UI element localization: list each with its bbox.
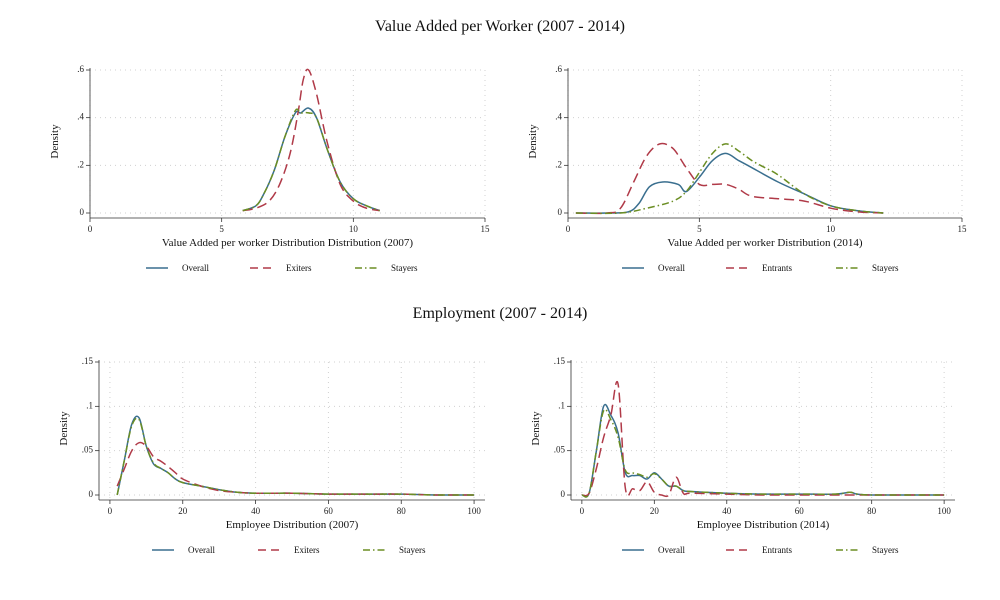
legend-label-exiters: Exiters bbox=[286, 263, 312, 273]
series-line-overall bbox=[116, 415, 475, 496]
y-tick-label: .4 bbox=[555, 112, 562, 122]
y-tick-label: .05 bbox=[554, 445, 566, 455]
y-tick-label: 0 bbox=[561, 489, 566, 499]
series-line-overall bbox=[242, 107, 380, 212]
legend-label-entrants: Entrants bbox=[762, 263, 792, 273]
legend: Overall Entrants Stayers bbox=[622, 263, 899, 273]
series-line-stayers bbox=[242, 108, 380, 212]
legend-label-stayers: Stayers bbox=[391, 263, 418, 273]
legend: Overall Exiters Stayers bbox=[146, 263, 418, 273]
y-tick-label: .2 bbox=[555, 159, 562, 169]
series-line-overall bbox=[575, 152, 884, 214]
legend-label-overall: Overall bbox=[188, 545, 215, 555]
legend-label-stayers: Stayers bbox=[872, 263, 899, 273]
section-title-top: Value Added per Worker (2007 - 2014) bbox=[375, 18, 625, 35]
legend-label-overall: Overall bbox=[182, 263, 209, 273]
x-tick-label: 15 bbox=[958, 224, 968, 234]
x-tick-label: 0 bbox=[88, 224, 93, 234]
x-tick-label: 0 bbox=[108, 506, 113, 516]
legend-label-exiters: Exiters bbox=[294, 545, 320, 555]
x-tick-label: 100 bbox=[467, 506, 481, 516]
y-tick-label: .6 bbox=[555, 64, 562, 74]
y-tick-label: .1 bbox=[558, 400, 565, 410]
x-tick-label: 60 bbox=[324, 506, 334, 516]
section-title-bottom: Employment (2007 - 2014) bbox=[413, 305, 588, 322]
y-tick-label: .4 bbox=[77, 112, 84, 122]
x-tick-label: 15 bbox=[481, 224, 491, 234]
series-line-stayers bbox=[581, 408, 945, 498]
x-tick-label: 40 bbox=[722, 506, 732, 516]
series-line-exiters bbox=[116, 441, 475, 496]
legend-label-overall: Overall bbox=[658, 263, 685, 273]
x-tick-label: 10 bbox=[349, 224, 359, 234]
chart-panel-4: 0 .05 .1 .15 0 20 40 60 80 100 Employee Distributi… bbox=[530, 356, 955, 555]
x-tick-label: 100 bbox=[937, 506, 951, 516]
series-line-entrants bbox=[581, 380, 945, 498]
series-line-exiters bbox=[242, 68, 380, 212]
y-tick-label: .05 bbox=[82, 445, 94, 455]
legend-label-entrants: Entrants bbox=[762, 545, 792, 555]
x-axis-label: Employee Distribution (2007) bbox=[226, 519, 359, 531]
x-tick-label: 80 bbox=[397, 506, 407, 516]
x-tick-label: 60 bbox=[795, 506, 805, 516]
y-axis-label: Density bbox=[530, 411, 542, 446]
x-tick-label: 0 bbox=[566, 224, 571, 234]
y-tick-label: 0 bbox=[558, 207, 563, 217]
legend-label-stayers: Stayers bbox=[399, 545, 426, 555]
x-tick-label: 20 bbox=[178, 506, 188, 516]
y-axis-label: Density bbox=[527, 124, 539, 159]
x-tick-label: 80 bbox=[867, 506, 877, 516]
x-tick-label: 0 bbox=[580, 506, 585, 516]
legend: Overall Entrants Stayers bbox=[622, 545, 899, 555]
x-tick-label: 5 bbox=[697, 224, 702, 234]
y-tick-label: .6 bbox=[77, 64, 84, 74]
x-axis-label: Value Added per worker Distribution (201… bbox=[667, 237, 863, 249]
series-line-stayers bbox=[116, 417, 475, 496]
y-axis-label: Density bbox=[58, 411, 70, 446]
x-axis-label: Value Added per worker Distribution Dist… bbox=[162, 237, 413, 249]
legend-label-stayers: Stayers bbox=[872, 545, 899, 555]
y-tick-label: .1 bbox=[86, 400, 93, 410]
chart-panel-1: 0 .2 .4 .6 0 5 10 15 Value Added per worker Dist… bbox=[49, 64, 490, 273]
series-line-entrants bbox=[575, 142, 884, 215]
x-axis-label: Employee Distribution (2014) bbox=[697, 519, 830, 531]
x-tick-label: 40 bbox=[251, 506, 261, 516]
legend: Overall Exiters Stayers bbox=[152, 545, 426, 555]
y-tick-label: .15 bbox=[82, 356, 94, 366]
x-tick-label: 20 bbox=[650, 506, 660, 516]
panels-group: 0 .2 .4 .6 0 5 10 15 Value Added per worker Dist… bbox=[49, 64, 967, 555]
legend-label-overall: Overall bbox=[658, 545, 685, 555]
chart-panel-3: 0 .05 .1 .15 0 20 40 60 80 100 Employee Distributi… bbox=[58, 356, 485, 555]
y-tick-label: .15 bbox=[554, 356, 566, 366]
x-tick-label: 10 bbox=[826, 224, 836, 234]
y-tick-label: 0 bbox=[80, 207, 85, 217]
y-tick-label: .2 bbox=[77, 159, 84, 169]
chart-panel-2: 0 .2 .4 .6 0 5 10 15 Value Added per worker Dist… bbox=[527, 64, 967, 273]
x-tick-label: 5 bbox=[219, 224, 224, 234]
series-line-stayers bbox=[575, 143, 884, 215]
y-tick-label: 0 bbox=[89, 489, 94, 499]
y-axis-label: Density bbox=[49, 124, 61, 159]
